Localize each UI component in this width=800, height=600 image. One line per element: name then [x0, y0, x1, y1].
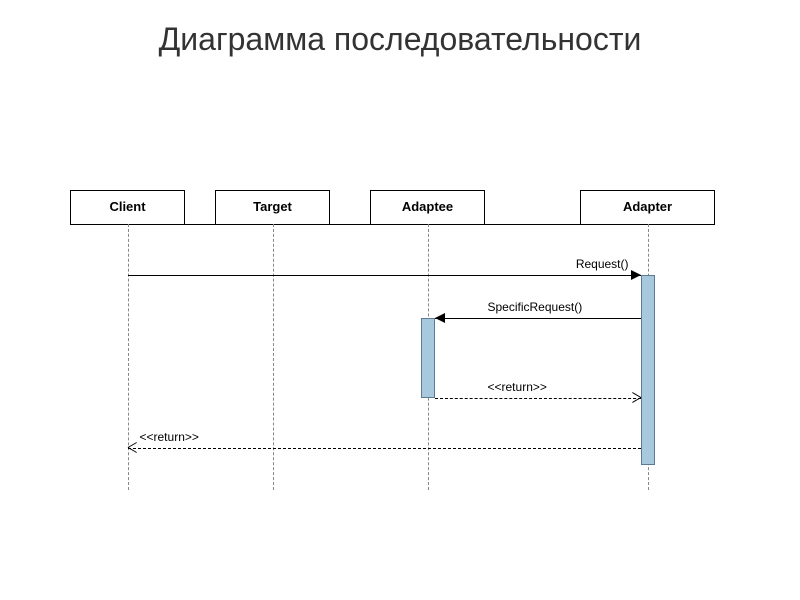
- message-line-3: [128, 448, 641, 449]
- message-label-0: Request(): [576, 257, 629, 271]
- participant-adaptee: Adaptee: [370, 190, 485, 224]
- activation-adaptee: [421, 318, 435, 398]
- message-arrowhead-0: [631, 270, 641, 280]
- lifeline-client: [128, 224, 129, 490]
- activation-adapter: [641, 275, 655, 465]
- message-line-1: [435, 318, 641, 319]
- participant-client: Client: [70, 190, 185, 224]
- message-label-3: <<return>>: [140, 430, 199, 444]
- message-label-1: SpecificRequest(): [488, 300, 583, 314]
- message-line-2: [435, 398, 641, 399]
- message-line-0: [128, 275, 641, 276]
- participant-target: Target: [215, 190, 330, 224]
- lifeline-target: [273, 224, 274, 490]
- message-label-2: <<return>>: [488, 380, 547, 394]
- page-title: Диаграмма последовательности: [0, 0, 800, 58]
- message-arrowhead-1: [435, 313, 445, 323]
- participants-divider: [70, 224, 715, 225]
- participant-adapter: Adapter: [580, 190, 715, 224]
- sequence-diagram: Client Target Adaptee Adapter Request() Speci…: [55, 190, 745, 540]
